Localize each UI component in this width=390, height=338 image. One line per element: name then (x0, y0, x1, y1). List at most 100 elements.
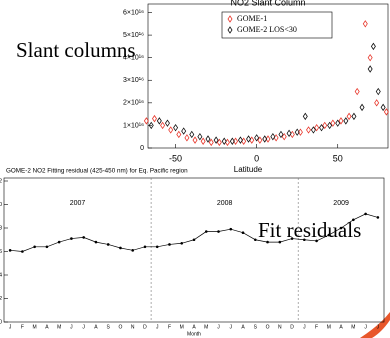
x-tick-label: A (192, 324, 196, 330)
x-tick-label: O (119, 324, 123, 330)
x-tick-label: M (180, 324, 184, 330)
legend-marker (227, 26, 233, 34)
data-point (192, 238, 196, 242)
decoration (360, 312, 390, 338)
data-point (233, 137, 239, 145)
data-point (213, 136, 219, 144)
data-point (290, 237, 294, 240)
side-label: Slant columns (16, 38, 136, 62)
x-tick-label: N (278, 324, 282, 330)
x-tick-label: J (230, 324, 233, 330)
data-point (249, 136, 255, 144)
data-point (315, 239, 318, 243)
x-tick-label: J (364, 324, 367, 330)
data-point (168, 126, 174, 134)
data-point (200, 137, 206, 145)
x-tick-label: J (377, 324, 380, 330)
data-point (208, 138, 214, 147)
data-point (221, 137, 227, 145)
y-tick-label: .0010 (0, 202, 2, 208)
data-point (367, 53, 373, 62)
year-label: 2009 (333, 200, 349, 207)
data-point (217, 230, 220, 233)
data-point (346, 112, 352, 121)
data-point (352, 218, 355, 222)
data-point (375, 87, 381, 96)
data-point (319, 123, 324, 132)
y-tick-label: .0006 (0, 249, 2, 255)
data-point (168, 243, 171, 246)
data-point (216, 138, 222, 147)
data-point (362, 20, 368, 28)
y-tick-label: 0 (140, 145, 144, 152)
legend-marker (227, 15, 233, 23)
x-tick-label: J (303, 324, 306, 330)
x-tick-label: F (168, 324, 171, 330)
x-tick-label: F (21, 324, 24, 330)
y-tick-label: .0008 (0, 225, 2, 231)
x-tick-label: 0 (254, 153, 259, 163)
x-tick-label: M (33, 324, 37, 330)
data-point (310, 126, 316, 134)
data-point (192, 136, 198, 144)
x-tick-label: A (45, 324, 49, 330)
x-tick-label: A (339, 324, 343, 330)
x-tick-label: D (143, 324, 147, 330)
data-point (94, 240, 98, 244)
data-point (354, 87, 360, 96)
data-point (289, 130, 295, 139)
data-point (376, 216, 380, 219)
data-point (143, 117, 149, 125)
data-point (106, 243, 110, 246)
chart-title: NO2 Slant Column (230, 0, 305, 7)
data-point (338, 117, 344, 125)
x-tick-label: O (266, 324, 270, 330)
data-point (314, 123, 320, 132)
x-tick-label: A (94, 324, 98, 330)
data-point (297, 128, 303, 136)
data-point (173, 123, 179, 132)
data-point (180, 241, 184, 245)
data-point (176, 130, 182, 139)
data-point (339, 226, 343, 230)
x-tick-label: J (70, 324, 73, 330)
data-point (273, 134, 279, 142)
data-point (265, 135, 271, 143)
y-tick-label: 3×10¹⁶ (123, 77, 144, 84)
data-point (205, 135, 211, 143)
data-point (229, 227, 233, 231)
y-tick-label: 1×10¹⁶ (123, 122, 144, 129)
data-point (131, 249, 135, 252)
data-point (383, 108, 389, 116)
data-point (224, 138, 230, 147)
plot-frame (147, 3, 389, 149)
y-tick-label: 6×10¹⁶ (123, 9, 144, 16)
data-point (70, 237, 73, 240)
data-point (286, 129, 292, 138)
data-point (380, 103, 386, 112)
y-tick-label: .0004 (0, 272, 2, 278)
data-point (189, 130, 195, 139)
data-point (359, 103, 365, 112)
data-point (241, 231, 245, 234)
year-label: 2007 (70, 200, 86, 207)
y-tick-label: 5×10¹⁶ (123, 32, 144, 39)
x-tick-label: N (131, 324, 135, 330)
y-tick-label: 2×10¹⁶ (123, 100, 144, 107)
data-point (351, 112, 357, 121)
x-tick-label: 50 (333, 153, 343, 163)
y-tick-label: 4×10¹⁶ (123, 55, 144, 62)
x-tick-label: S (254, 324, 258, 330)
data-point (254, 134, 260, 142)
chart-title: GOME-2 NO2 Fitting residual (425-450 nm)… (6, 168, 188, 175)
x-tick-label: M (327, 324, 331, 330)
data-point (322, 121, 328, 130)
x-tick-label: M (204, 324, 208, 330)
data-point (164, 119, 170, 127)
data-point (253, 238, 257, 242)
data-point (327, 121, 333, 130)
legend-label: GOME-1 (237, 14, 267, 23)
legend-label: GOME-2 LOS<30 (237, 25, 297, 34)
y-tick-label: .0002 (0, 296, 2, 302)
